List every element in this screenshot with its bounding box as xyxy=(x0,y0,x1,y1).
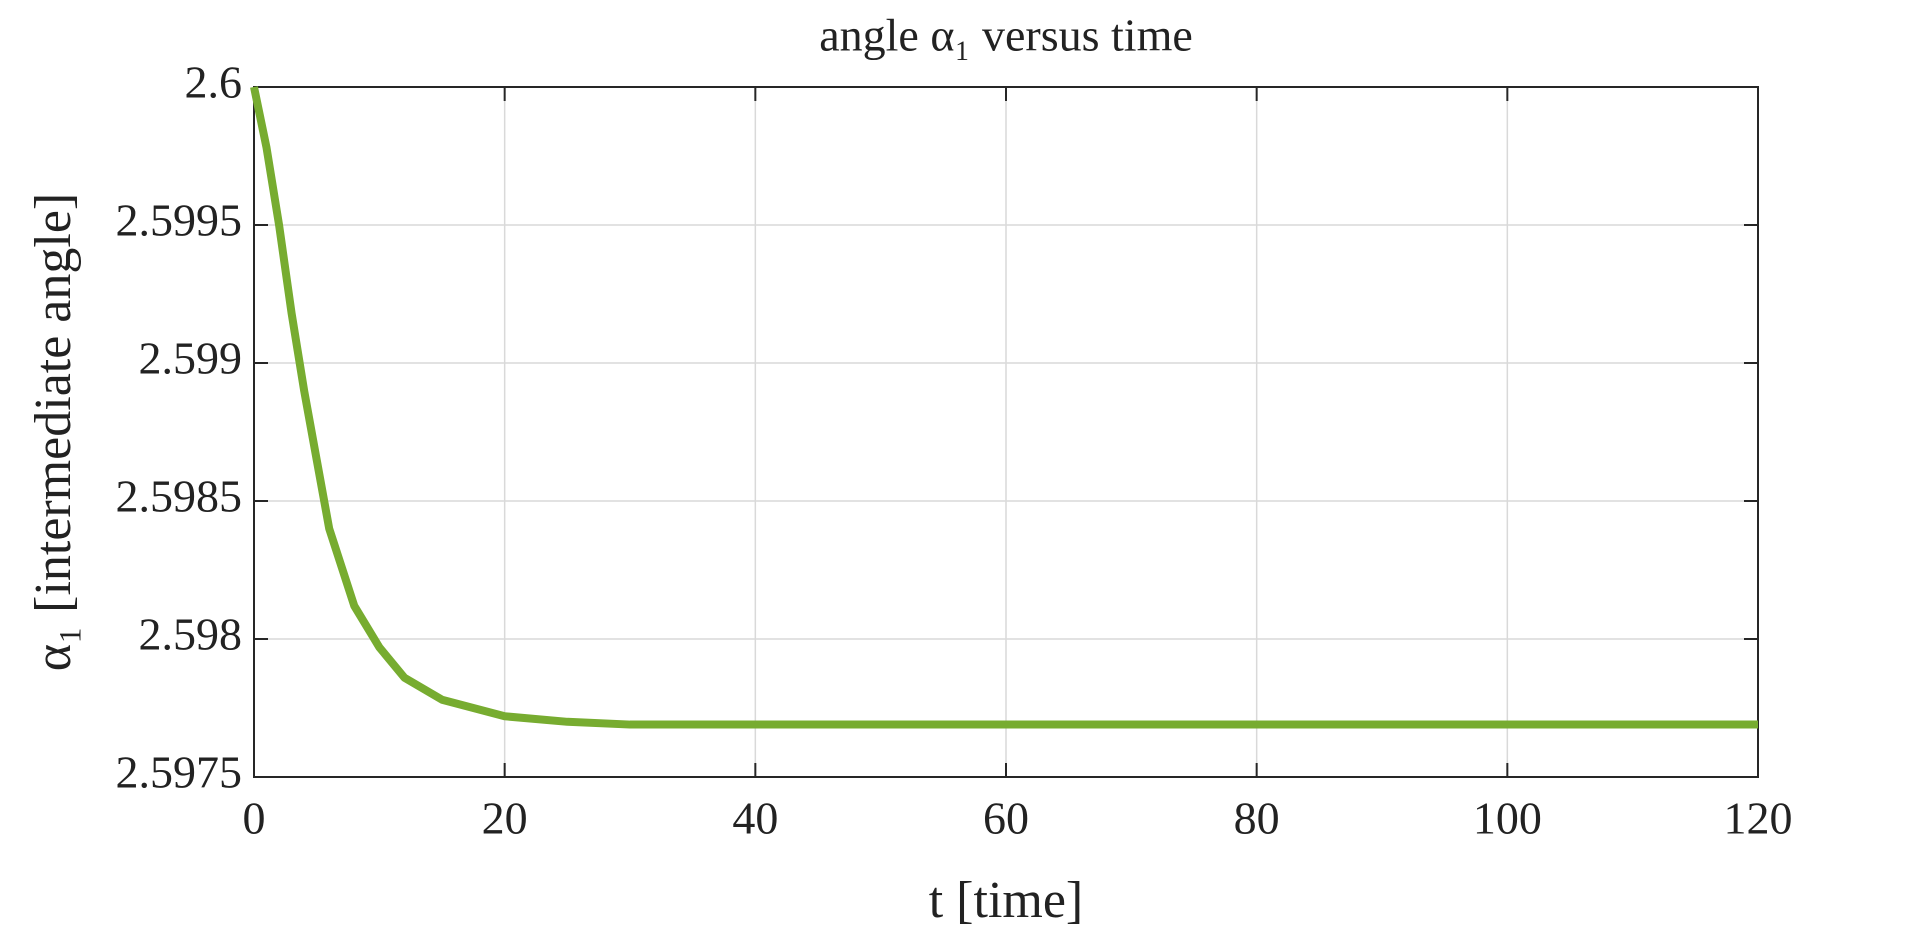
y-axis-label: α₁ [intermediate angle] xyxy=(25,193,82,672)
chart-title: angle α₁ versus time xyxy=(819,10,1193,61)
y-tick-label: 2.5985 xyxy=(116,471,243,522)
x-tick-label: 100 xyxy=(1473,793,1542,844)
y-tick-label: 2.599 xyxy=(139,333,243,384)
data-line xyxy=(250,86,1758,729)
x-tick-label: 20 xyxy=(482,793,528,844)
x-tick-label: 80 xyxy=(1234,793,1280,844)
y-tick-label: 2.598 xyxy=(139,609,243,660)
y-tick-label: 2.6 xyxy=(185,57,243,108)
x-tick-label: 0 xyxy=(243,793,266,844)
x-axis-label: t [time] xyxy=(929,872,1084,929)
x-tick-label: 120 xyxy=(1724,793,1793,844)
x-tick-label: 40 xyxy=(732,793,778,844)
plot-frame xyxy=(253,86,1759,778)
y-tick-label: 2.5975 xyxy=(116,747,243,798)
y-tick-label: 2.5995 xyxy=(116,195,243,246)
x-tick-label: 60 xyxy=(983,793,1029,844)
